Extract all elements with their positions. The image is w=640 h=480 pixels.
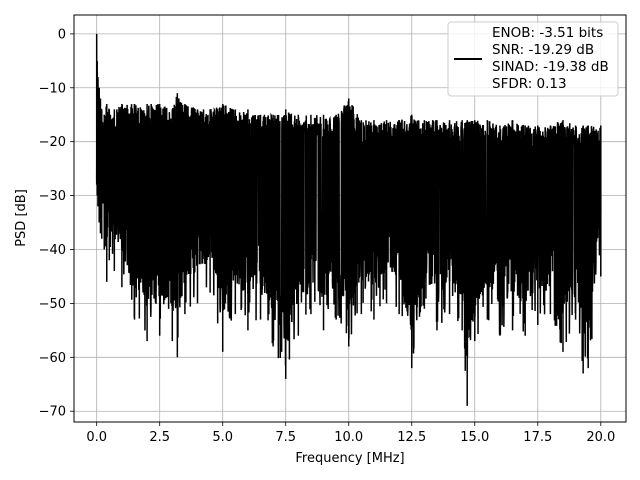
x-tick-label: 12.5 (397, 430, 426, 445)
y-axis-label: PSD [dB] (14, 189, 29, 247)
x-axis-ticks: 0.0 2.5 5.0 7.5 10.0 12.5 15.0 17.5 20.0 (86, 422, 615, 445)
x-tick-label: 17.5 (523, 430, 552, 445)
psd-series (95, 33, 602, 406)
legend-entry-snr: SNR: -19.29 dB (492, 42, 594, 58)
y-tick-label: −50 (39, 297, 66, 312)
plot-area (95, 33, 602, 406)
legend: ENOB: -3.51 bits SNR: -19.29 dB SINAD: -… (447, 21, 619, 97)
y-tick-label: −40 (39, 243, 66, 258)
y-tick-label: −10 (39, 81, 66, 96)
legend-entry-sinad: SINAD: -19.38 dB (492, 59, 609, 75)
y-tick-label: −20 (39, 135, 66, 150)
x-tick-label: 2.5 (149, 430, 170, 445)
legend-box (447, 21, 619, 97)
y-tick-label: −30 (39, 189, 66, 204)
x-tick-label: 0.0 (86, 430, 107, 445)
axes-frame (73, 14, 627, 423)
y-tick-label: −70 (39, 405, 66, 420)
x-tick-label: 5.0 (212, 430, 233, 445)
y-axis-ticks: 0 −10 −20 −30 −40 −50 −60 −70 (39, 27, 74, 420)
x-tick-label: 20.0 (586, 430, 615, 445)
legend-entry-enob: ENOB: -3.51 bits (492, 25, 603, 41)
x-axis-label: Frequency [MHz] (295, 451, 404, 466)
y-tick-label: 0 (58, 27, 66, 42)
x-tick-label: 10.0 (334, 430, 363, 445)
x-tick-label: 15.0 (460, 430, 489, 445)
y-tick-label: −60 (39, 351, 66, 366)
legend-entry-sfdr: SFDR: 0.13 (492, 76, 567, 92)
x-tick-label: 7.5 (275, 430, 296, 445)
